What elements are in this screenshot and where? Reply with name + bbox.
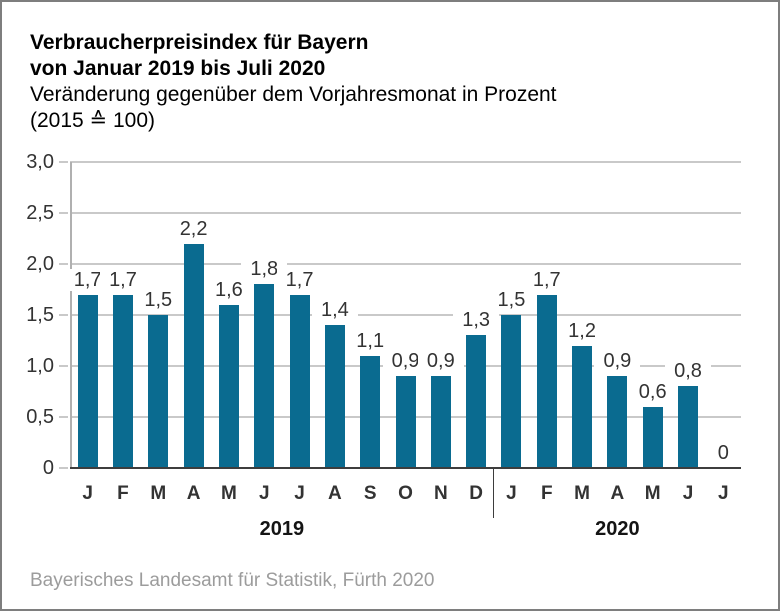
gridline bbox=[70, 161, 741, 163]
y-axis-label: 0,5 bbox=[26, 406, 54, 428]
bar bbox=[607, 376, 628, 468]
bar bbox=[324, 325, 345, 468]
y-axis-tick bbox=[59, 161, 68, 163]
x-axis-month-label: J bbox=[82, 483, 93, 504]
bar bbox=[536, 294, 557, 468]
y-axis-tick bbox=[59, 314, 68, 316]
y-axis-label: 1,5 bbox=[26, 304, 54, 326]
x-axis-month-label: O bbox=[398, 483, 413, 504]
gridline bbox=[70, 263, 741, 265]
x-axis-month-label: D bbox=[469, 483, 483, 504]
bar bbox=[183, 243, 204, 468]
x-axis-month-label: N bbox=[433, 483, 448, 504]
title-line-1: Verbraucherpreisindex für Bayern bbox=[30, 31, 369, 54]
bar-value-label: 1,5 bbox=[488, 289, 535, 311]
x-axis-month-label: J bbox=[682, 483, 694, 504]
gridline bbox=[70, 314, 741, 316]
x-axis-month-label: M bbox=[574, 483, 590, 504]
bar-value-label: 1,5 bbox=[135, 289, 182, 311]
bar bbox=[360, 355, 381, 468]
bar-value-label: 0,9 bbox=[594, 350, 641, 373]
x-axis-month-label: J bbox=[258, 483, 270, 504]
bar bbox=[218, 304, 239, 468]
bar-value-label: 1,7 bbox=[99, 268, 146, 291]
year-label: 2019 bbox=[259, 518, 305, 540]
x-axis-month-label: M bbox=[644, 483, 661, 504]
x-axis-month-label: J bbox=[718, 483, 729, 504]
y-axis-label: 3,0 bbox=[26, 151, 54, 173]
y-axis-label: 2,5 bbox=[26, 202, 54, 224]
y-axis-tick bbox=[59, 365, 68, 367]
bar-value-label: 1,1 bbox=[347, 329, 394, 352]
bar-value-label: 1,8 bbox=[241, 258, 288, 281]
bar-value-label: 1,7 bbox=[276, 268, 323, 291]
y-axis-label: 2,0 bbox=[26, 253, 54, 275]
bar bbox=[289, 294, 310, 468]
y-axis-tick bbox=[59, 212, 68, 214]
x-axis-month-label: M bbox=[220, 483, 237, 504]
bar bbox=[466, 335, 487, 468]
x-axis-month-label: S bbox=[363, 483, 377, 504]
x-axis-month-label: A bbox=[610, 483, 625, 504]
bar bbox=[112, 294, 133, 468]
bar bbox=[501, 315, 522, 468]
subtitle-line-1: Veränderung gegenüber dem Vorjahresmonat… bbox=[30, 83, 557, 106]
x-axis-month-label: A bbox=[327, 483, 342, 504]
y-axis-tick bbox=[59, 416, 68, 418]
bar-value-label: 0,8 bbox=[665, 360, 712, 383]
x-axis-month-label: J bbox=[294, 483, 305, 504]
bar bbox=[430, 376, 451, 468]
x-axis-month-label: F bbox=[540, 483, 553, 504]
bar-value-label: 1,6 bbox=[205, 278, 252, 301]
chart-header: Verbraucherpreisindex für Bayern von Jan… bbox=[30, 30, 557, 134]
bar bbox=[642, 406, 663, 468]
year-label: 2020 bbox=[595, 518, 640, 540]
x-axis-month-label: M bbox=[150, 483, 167, 504]
y-axis-line bbox=[70, 162, 72, 468]
bar bbox=[254, 284, 275, 468]
bar-value-label: 0,9 bbox=[382, 350, 429, 373]
bar bbox=[572, 345, 593, 468]
title-line-2: von Januar 2019 bis Juli 2020 bbox=[30, 57, 326, 80]
bar-value-label: 1,4 bbox=[311, 299, 358, 322]
gridline bbox=[70, 212, 741, 214]
bar-value-label: 1,2 bbox=[559, 319, 606, 342]
y-axis-tick bbox=[59, 263, 68, 265]
bar-value-label: 1,7 bbox=[64, 268, 111, 291]
x-axis-month-label: J bbox=[506, 483, 517, 504]
x-axis-line bbox=[70, 467, 741, 469]
x-axis-month-label: F bbox=[117, 483, 129, 504]
subtitle-line-2: (2015 ≙ 100) bbox=[30, 109, 156, 132]
bar-value-label: 1,7 bbox=[523, 268, 570, 291]
bar bbox=[678, 386, 699, 468]
bar bbox=[77, 294, 98, 468]
y-axis-tick bbox=[59, 467, 68, 469]
source-note: Bayerisches Landesamt für Statistik, Für… bbox=[30, 570, 435, 591]
x-axis-month-label: A bbox=[186, 483, 201, 504]
bar-value-label: 0,9 bbox=[417, 350, 464, 373]
y-axis-label: 0 bbox=[42, 457, 54, 479]
bar-value-label: 2,2 bbox=[170, 217, 217, 240]
bar-value-label: 0,6 bbox=[629, 380, 676, 403]
bar-value-label: 1,3 bbox=[453, 309, 500, 332]
bar-value-label: 0 bbox=[700, 442, 747, 464]
year-divider-line bbox=[493, 468, 495, 518]
bar bbox=[395, 376, 416, 468]
bar bbox=[148, 315, 169, 468]
y-axis-label: 1,0 bbox=[26, 355, 54, 377]
